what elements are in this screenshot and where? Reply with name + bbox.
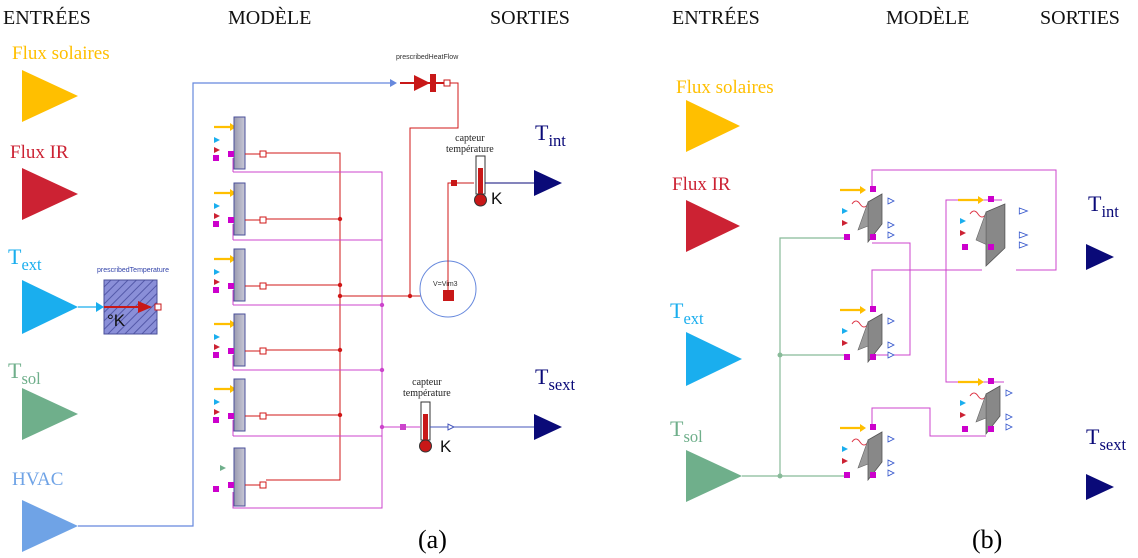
wall-components-b bbox=[840, 186, 1029, 482]
wall-block-a bbox=[213, 313, 267, 367]
tint-label-a: Tint bbox=[535, 120, 566, 150]
wall-block-a bbox=[213, 116, 267, 170]
wall-icon-b bbox=[840, 306, 895, 364]
tsext-output-arrow-a bbox=[534, 414, 562, 440]
text-input-arrow-a bbox=[22, 280, 78, 334]
wall-components-a bbox=[213, 116, 267, 507]
ir-label-a: Flux IR bbox=[10, 142, 69, 163]
text-input-arrow-b bbox=[686, 332, 742, 386]
heat-flow-input-port bbox=[390, 79, 397, 87]
wall-block-a bbox=[213, 182, 267, 236]
tsext-label-a: Tsext bbox=[535, 364, 576, 394]
hvac-wire bbox=[78, 82, 390, 527]
wall-icon-b bbox=[840, 186, 895, 244]
hvac-label-a: HVAC bbox=[12, 469, 64, 490]
tint-label-b: Tint bbox=[1088, 191, 1119, 221]
thermal-bus-lines-a bbox=[232, 152, 448, 509]
caption-b: (b) bbox=[972, 525, 1003, 554]
wall-icon-b bbox=[840, 424, 895, 482]
solar-label-b: Flux solaires bbox=[676, 77, 774, 98]
tint-sensor-unit-a: K bbox=[491, 189, 503, 208]
wall-icon-b bbox=[958, 196, 1029, 267]
solar-label-a: Flux solaires bbox=[12, 43, 110, 64]
tint-sensor-caption-a: capteur température bbox=[446, 133, 494, 155]
tsol-label-b: Tsol bbox=[670, 416, 703, 446]
tsol-input-arrow-a bbox=[22, 388, 78, 440]
ir-label-b: Flux IR bbox=[672, 174, 731, 195]
junction-dots-a bbox=[337, 216, 413, 430]
ir-input-arrow-b bbox=[686, 200, 740, 252]
tint-output-arrow-b bbox=[1086, 244, 1114, 270]
caption-a: (a) bbox=[418, 525, 447, 554]
header-inputs-a: ENTRÉES bbox=[3, 7, 91, 29]
header-model-a: MODÈLE bbox=[228, 7, 312, 29]
header-inputs-b: ENTRÉES bbox=[672, 7, 760, 29]
header-model-b: MODÈLE bbox=[886, 7, 970, 29]
temp-source-input-port bbox=[96, 302, 104, 312]
tsext-sensor-unit-a: K bbox=[440, 437, 452, 456]
wall-icon-b bbox=[958, 378, 1013, 436]
prescribed-heat-flow-label: prescribedHeatFlow bbox=[396, 54, 459, 61]
tsext-label-b: Tsext bbox=[1086, 424, 1127, 454]
tsol-wiring-b bbox=[742, 237, 850, 477]
wall-block-a bbox=[213, 378, 267, 432]
ir-input-arrow-a bbox=[22, 168, 78, 220]
text-label-a: Text bbox=[8, 244, 42, 274]
solar-input-arrow-a bbox=[22, 70, 78, 122]
text-label-b: Text bbox=[670, 298, 704, 328]
wall-block-a bbox=[213, 447, 267, 507]
tsext-sensor-caption-a: capteur température bbox=[403, 377, 451, 399]
solar-input-arrow-b bbox=[686, 100, 740, 152]
tint-output-arrow-a bbox=[534, 170, 562, 196]
header-outputs-b: SORTIES bbox=[1040, 7, 1120, 29]
hvac-input-arrow-a bbox=[22, 500, 78, 552]
prescribed-temperature-label: prescribedTemperature bbox=[97, 267, 169, 274]
tsext-output-arrow-b bbox=[1086, 474, 1114, 500]
tsol-input-arrow-b bbox=[686, 450, 742, 502]
wall-wiring-b bbox=[871, 169, 1057, 437]
wall-block-a bbox=[213, 248, 267, 302]
volume-label: V=Vim3 bbox=[433, 281, 458, 288]
tsext-sensor-a bbox=[400, 401, 534, 453]
header-outputs-a: SORTIES bbox=[490, 7, 570, 29]
heat-flow-wire bbox=[409, 82, 459, 296]
prescribed-heat-flow-block bbox=[400, 74, 451, 92]
tint-sensor-a bbox=[451, 155, 534, 207]
tsol-label-a: Tsol bbox=[8, 358, 41, 388]
kelvin-source-label: °K bbox=[107, 311, 126, 330]
